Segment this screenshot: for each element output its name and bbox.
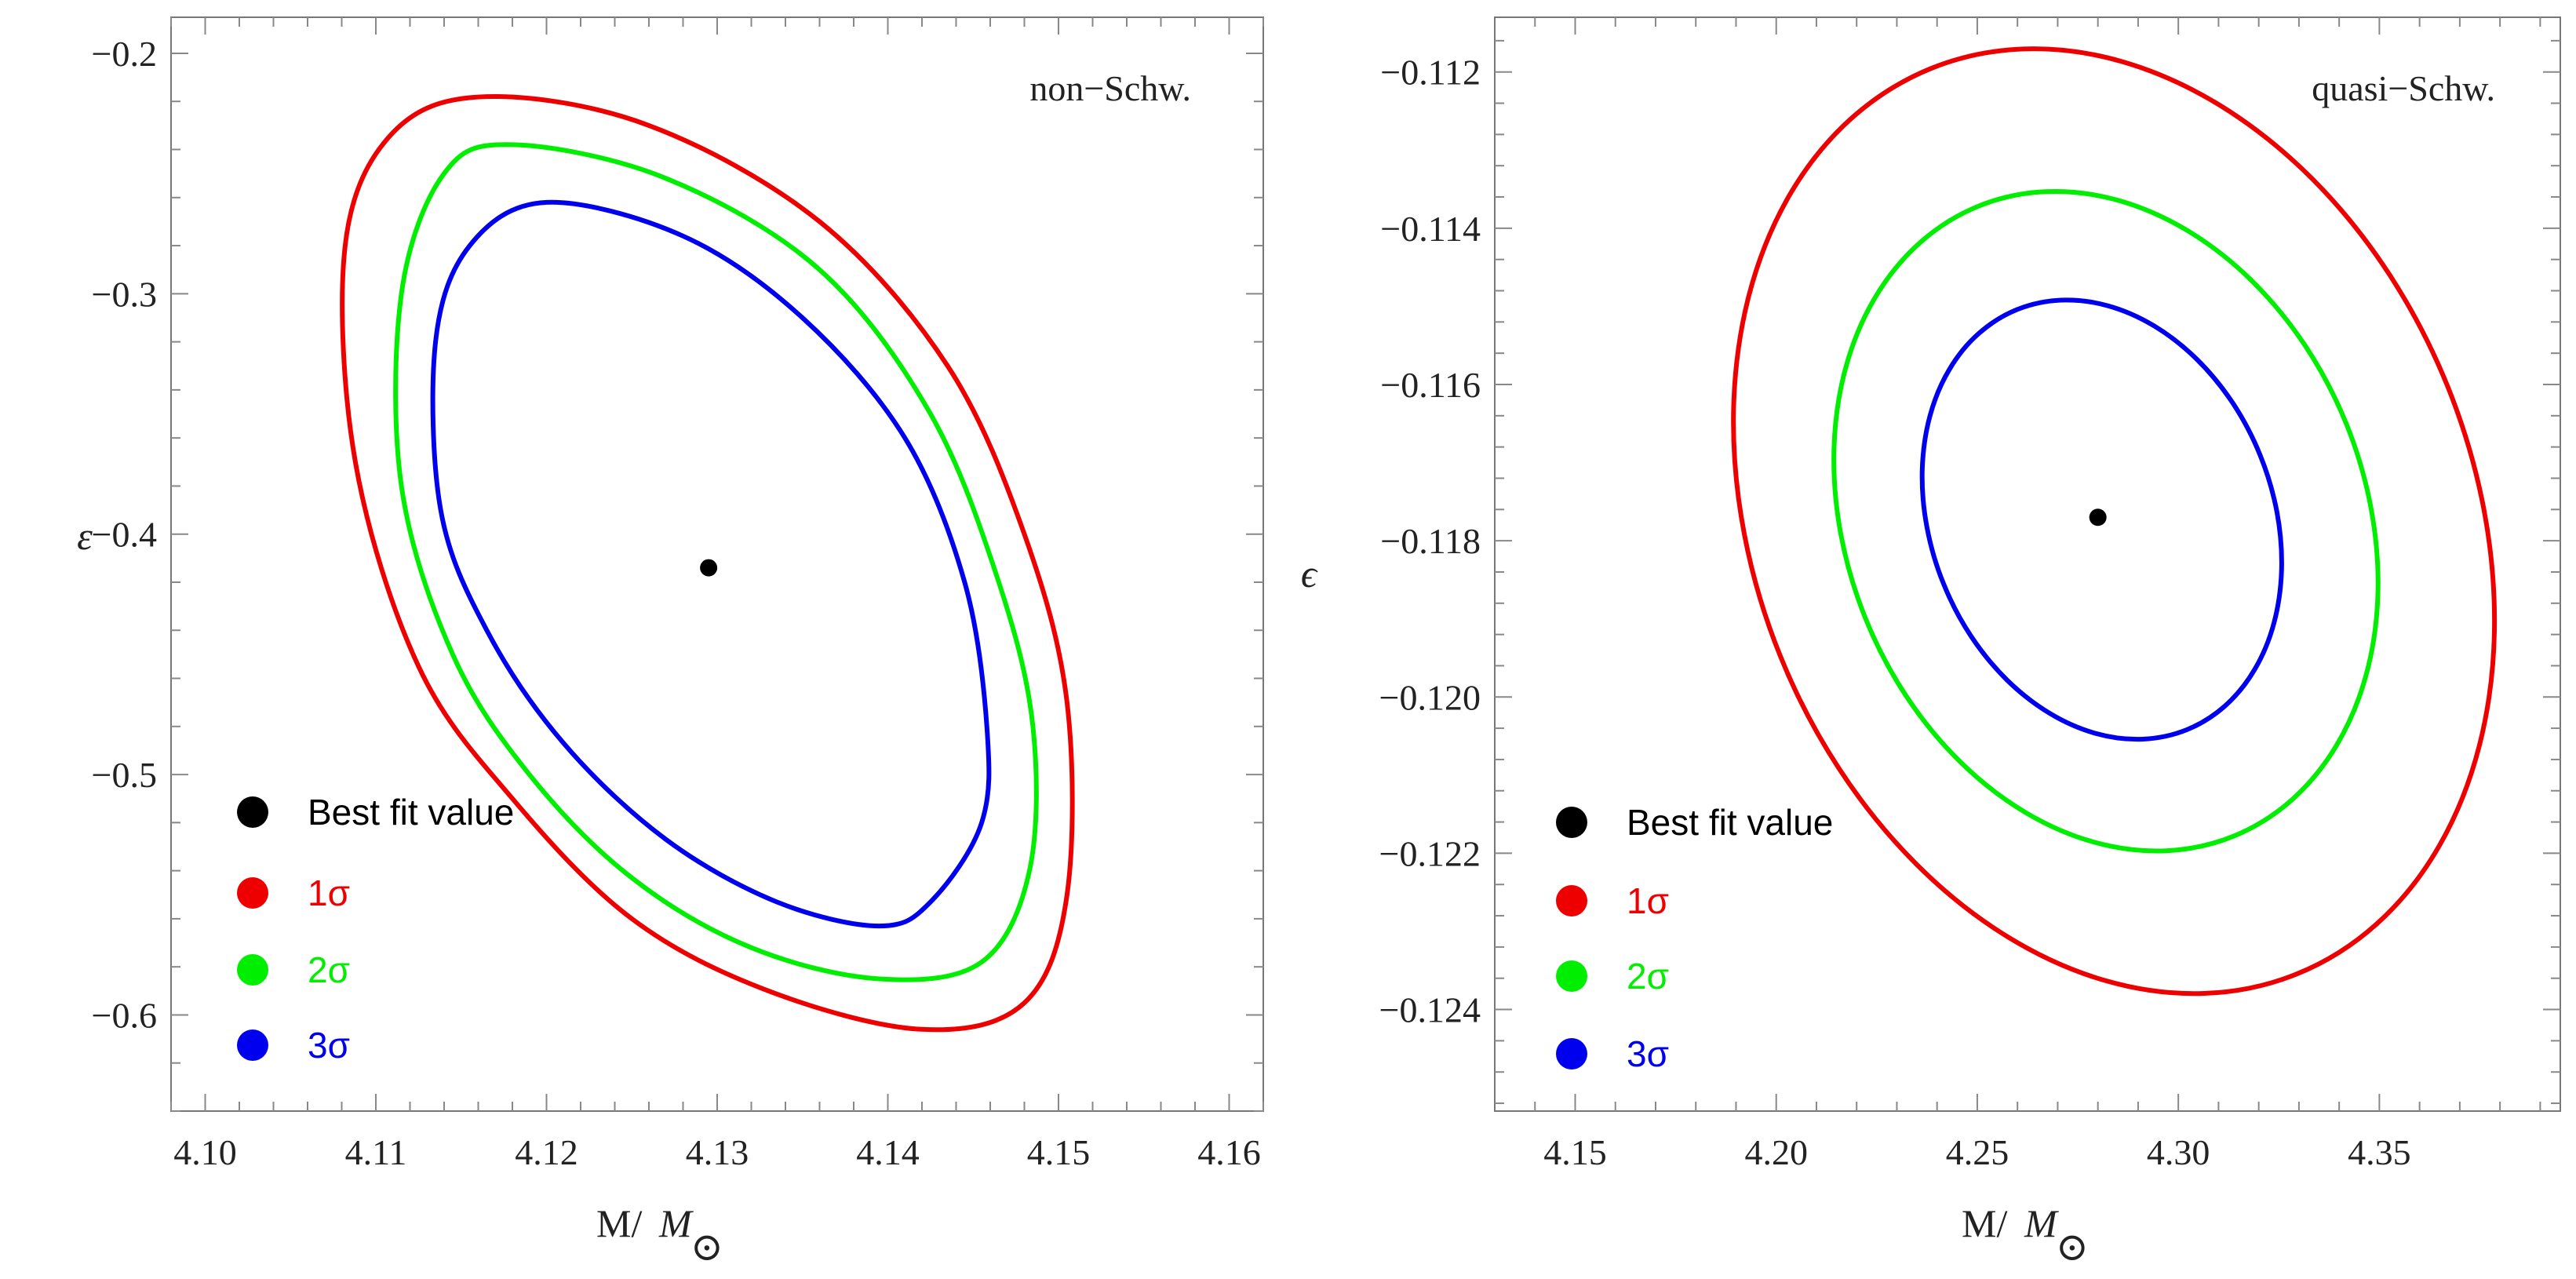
legend-marker-best-fit (1556, 807, 1587, 838)
legend: Best fit value 1σ 2σ 3σ (1556, 802, 1833, 1074)
contour-3sigma (430, 199, 992, 929)
legend-marker-2sigma (237, 954, 268, 986)
panel-label: quasi−Schw. (2312, 68, 2495, 108)
contour-2sigma (393, 142, 1039, 982)
contour-3sigma (1919, 297, 2284, 742)
best-fit-point (2089, 508, 2107, 527)
contour-group (340, 93, 1075, 1033)
legend-label-best-fit: Best fit value (308, 792, 514, 833)
y-axis-label: ε (77, 514, 93, 558)
y-tick-label: −0.4 (92, 515, 157, 555)
legend-label-1sigma: 1σ (308, 873, 350, 913)
x-tick-label: 4.12 (515, 1132, 578, 1172)
y-tick-label: −0.118 (1380, 521, 1481, 561)
y-tick-label: −0.5 (92, 755, 157, 795)
legend: Best fit value 1σ 2σ 3σ (237, 792, 514, 1066)
contour-1sigma (1731, 46, 2498, 997)
legend-label-2sigma: 2σ (1627, 956, 1669, 997)
y-tick-label: −0.124 (1379, 990, 1481, 1030)
ticks-group: 4.15 4.20 4.25 4.30 4.35 −0.112 −0.114 −0.116 −0… (1379, 17, 2560, 1172)
contour-group (1731, 46, 2498, 997)
y-axis-label: ϵ (1301, 552, 1318, 596)
y-tick-label: −0.112 (1380, 53, 1481, 93)
legend-label-2sigma: 2σ (308, 949, 350, 990)
legend-marker-best-fit (237, 796, 268, 828)
y-tick-label: −0.6 (92, 995, 157, 1035)
x-tick-label: 4.15 (1543, 1132, 1607, 1172)
x-tick-label: 4.20 (1744, 1132, 1808, 1172)
ticks-group: 4.10 4.11 4.12 4.13 4.14 4.15 4.16 −0.2 −0.3 −0.4… (92, 17, 1264, 1172)
legend-marker-1sigma (237, 877, 268, 909)
panel-label: non−Schw. (1029, 68, 1191, 108)
y-tick-label: −0.2 (92, 34, 157, 74)
x-tick-label: 4.10 (173, 1132, 237, 1172)
x-tick-label: 4.25 (1946, 1132, 2009, 1172)
x-axis-label-subscript: ⊙ (2056, 1225, 2089, 1269)
x-tick-label: 4.16 (1197, 1132, 1261, 1172)
x-axis-label: M/ M ⊙ (1962, 1201, 2089, 1269)
contour-1sigma (340, 93, 1075, 1033)
legend-label-best-fit: Best fit value (1627, 802, 1833, 843)
x-tick-label: 4.11 (345, 1132, 407, 1172)
legend-label-3sigma: 3σ (308, 1025, 350, 1066)
legend-label-3sigma: 3σ (1627, 1033, 1669, 1074)
x-axis-label-main: M/ (1962, 1201, 2007, 1245)
x-tick-label: 4.35 (2348, 1132, 2411, 1172)
x-axis-label-subscript: ⊙ (690, 1225, 723, 1269)
x-axis-label: M/ M ⊙ (596, 1201, 723, 1269)
x-axis-label-main: M/ (596, 1201, 642, 1245)
y-tick-label: −0.3 (92, 274, 157, 314)
x-tick-label: 4.15 (1027, 1132, 1091, 1172)
x-tick-label: 4.13 (686, 1132, 749, 1172)
panel-quasi-schw: 4.15 4.20 4.25 4.30 4.35 −0.112 −0.114 −0.116 −0… (1301, 16, 2561, 1269)
plot-frame (1494, 16, 2561, 1112)
x-tick-label: 4.30 (2147, 1132, 2210, 1172)
panel-non-schw: 4.10 4.11 4.12 4.13 4.14 4.15 4.16 −0.2 −0.3 −0.4… (77, 16, 1264, 1269)
legend-marker-2sigma (1556, 960, 1587, 992)
plot-frame (170, 16, 1264, 1112)
legend-marker-1sigma (1556, 885, 1587, 916)
best-fit-point (700, 559, 718, 577)
y-tick-label: −0.122 (1379, 833, 1481, 873)
y-tick-label: −0.114 (1380, 209, 1481, 249)
y-tick-label: −0.120 (1379, 677, 1481, 717)
legend-marker-3sigma (237, 1029, 268, 1061)
x-axis-label-symbol: M (2024, 1201, 2059, 1245)
legend-marker-3sigma (1556, 1038, 1587, 1069)
y-tick-label: −0.116 (1380, 365, 1481, 405)
x-axis-label-symbol: M (658, 1201, 694, 1245)
x-tick-label: 4.14 (856, 1132, 920, 1172)
contour-2sigma (1831, 189, 2381, 854)
legend-label-1sigma: 1σ (1627, 880, 1669, 921)
